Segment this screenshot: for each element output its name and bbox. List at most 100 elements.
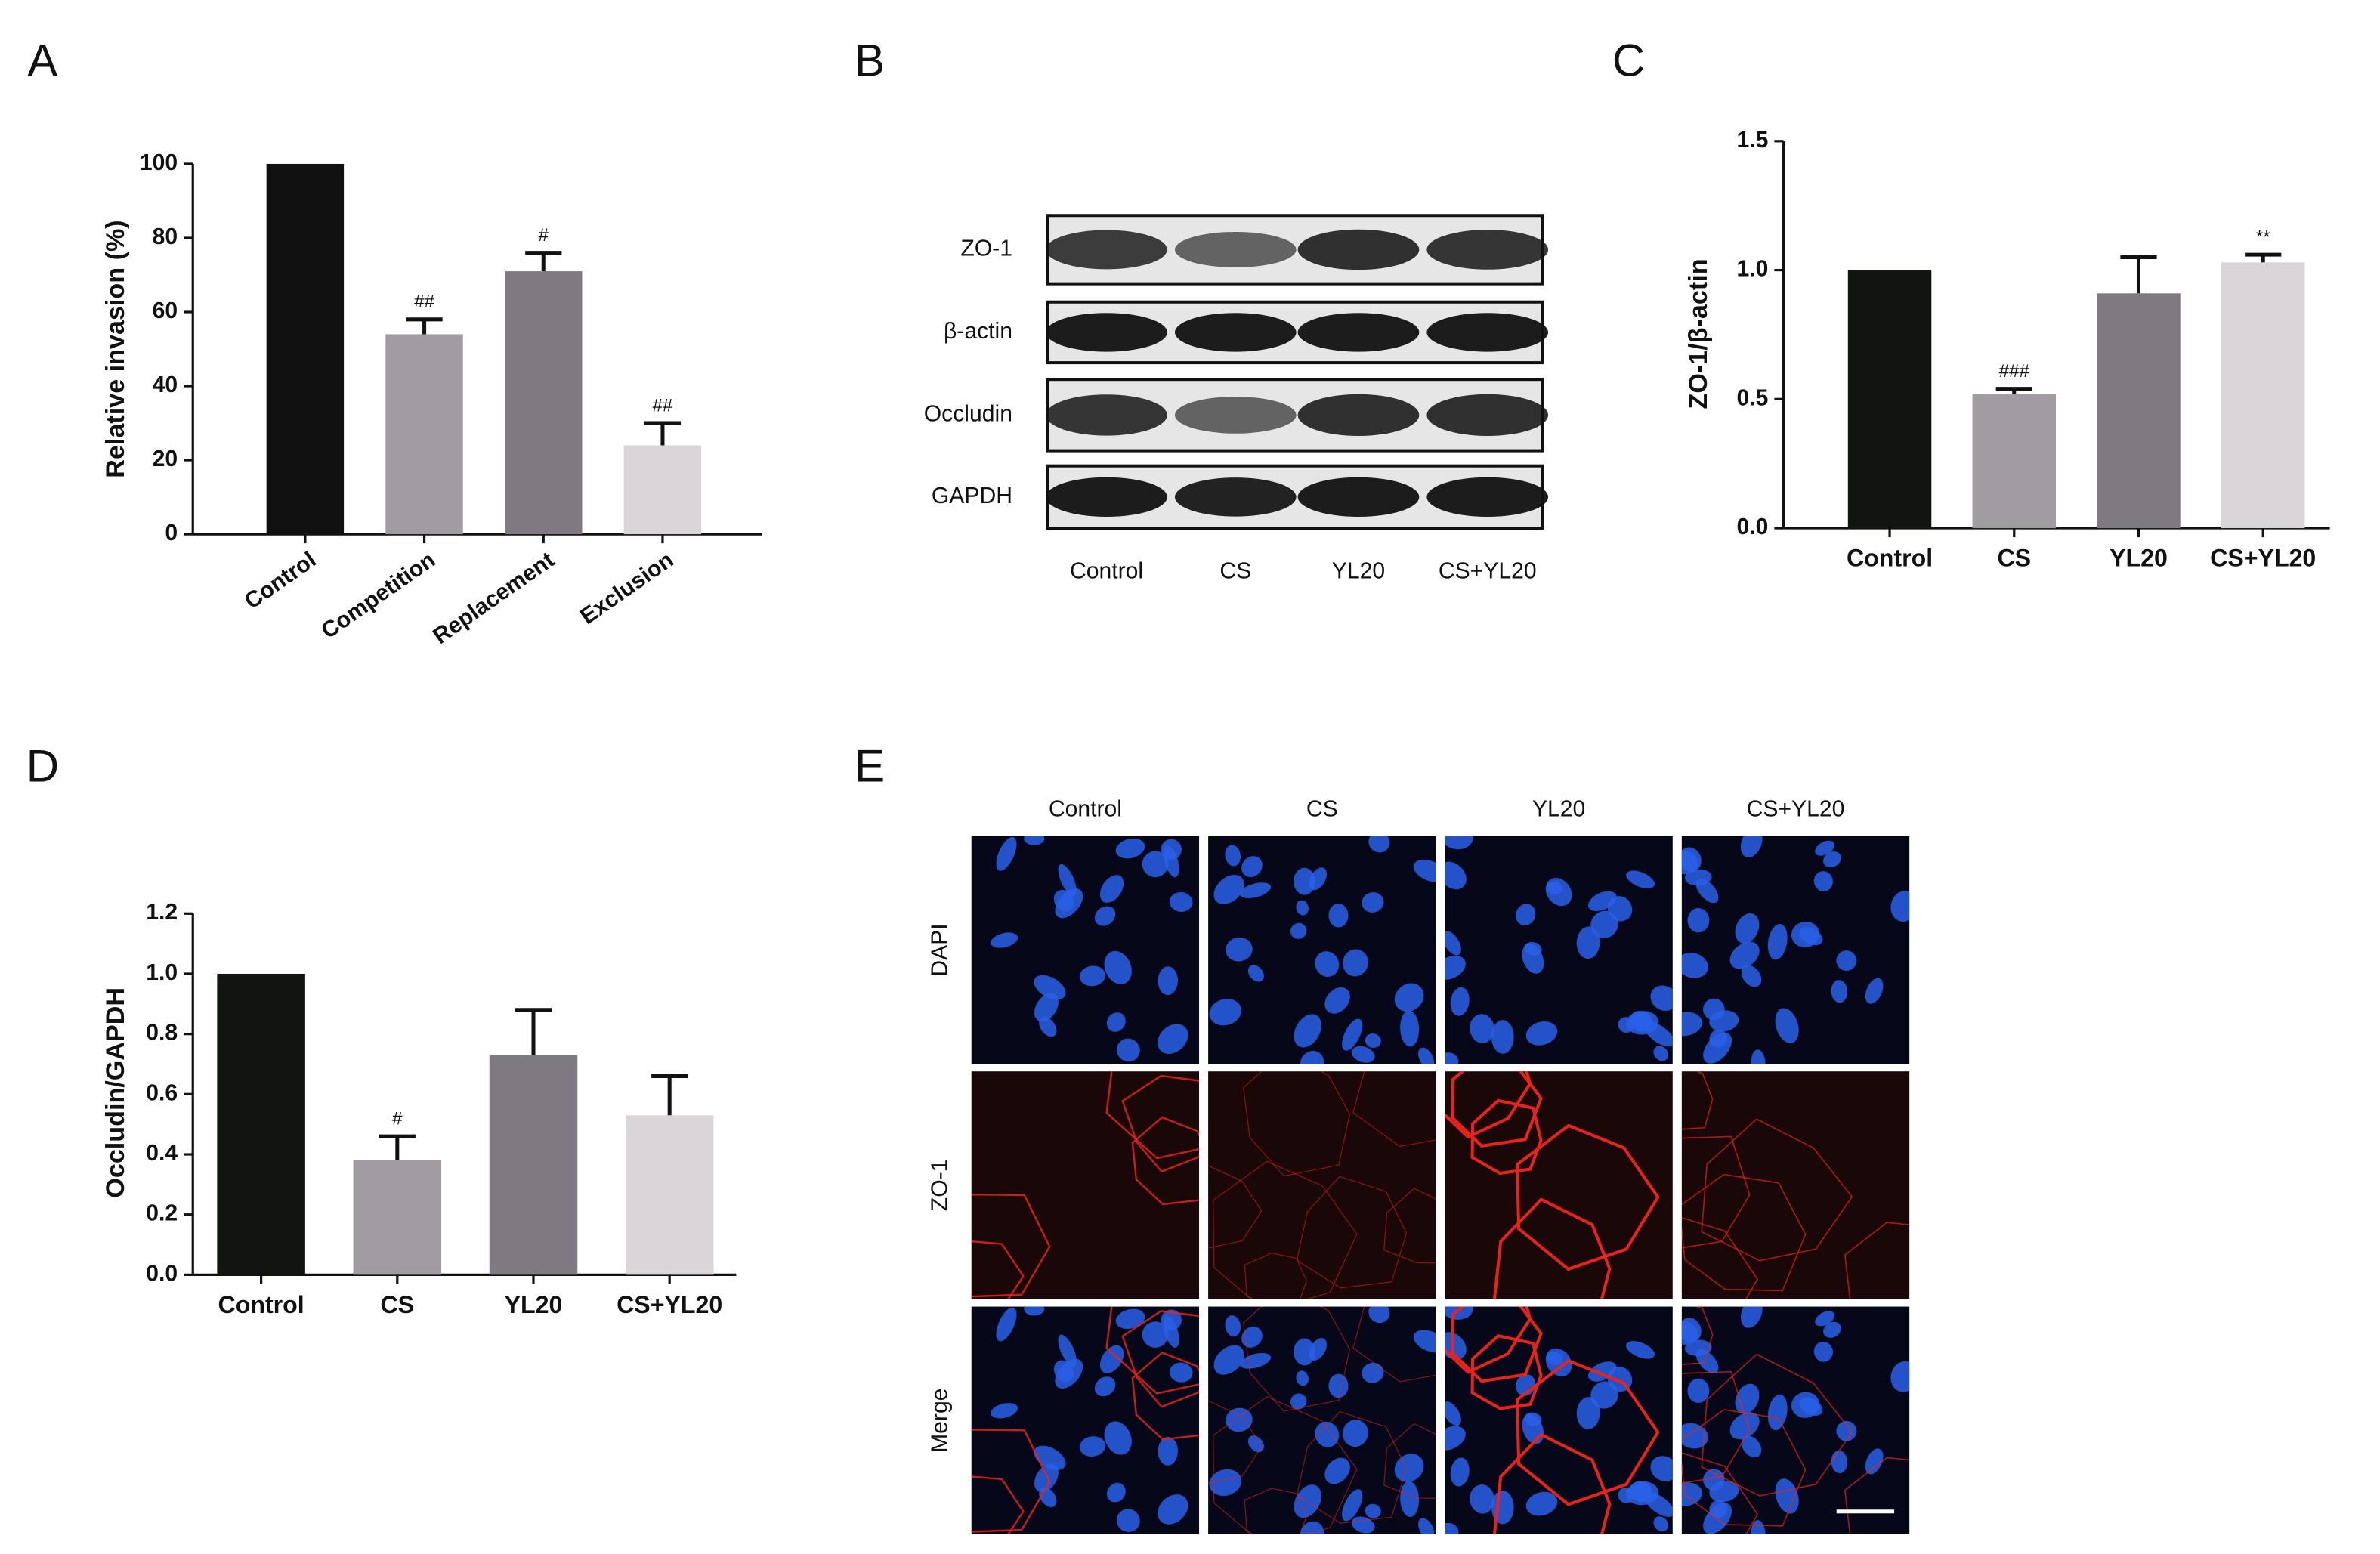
nucleus xyxy=(1034,1463,1059,1492)
nucleus xyxy=(1445,1522,1459,1534)
if-content xyxy=(971,1306,1200,1534)
bar xyxy=(266,163,345,535)
nucleus xyxy=(1618,1017,1634,1033)
nucleus xyxy=(1300,1051,1324,1064)
cell-junction xyxy=(1516,1358,1660,1506)
nucleus xyxy=(1058,864,1077,897)
nucleus xyxy=(1791,921,1820,948)
nucleus xyxy=(1687,1378,1710,1404)
nucleus xyxy=(1650,985,1673,1012)
nucleus xyxy=(1315,951,1340,977)
nucleus xyxy=(1343,949,1368,977)
blot-band xyxy=(1174,313,1297,352)
if-content xyxy=(1209,836,1436,1064)
nucleus xyxy=(1053,1360,1074,1383)
if-content xyxy=(1208,1306,1436,1534)
nucleus xyxy=(1294,867,1315,895)
if-column-label: YL20 xyxy=(1532,797,1585,822)
nucleus xyxy=(1142,851,1169,878)
nucleus xyxy=(1034,975,1066,1000)
cell-junction xyxy=(1131,1116,1200,1206)
nucleus xyxy=(1417,1047,1435,1064)
blot-row-label: GAPDH xyxy=(932,484,1012,508)
nucleus xyxy=(1163,845,1179,878)
nucleus xyxy=(1290,922,1307,939)
cell-junction xyxy=(1681,1409,1807,1527)
cell-junction xyxy=(1213,1395,1358,1534)
nucleus xyxy=(1400,1010,1420,1047)
nucleus xyxy=(1209,1469,1242,1497)
nucleus xyxy=(1650,1456,1673,1481)
bar xyxy=(2097,293,2181,529)
nucleus xyxy=(1163,1316,1179,1348)
y-tick-label: 0.5 xyxy=(1736,385,1768,410)
nucleus xyxy=(1352,1046,1375,1063)
bar xyxy=(1972,394,2057,529)
if-content xyxy=(1681,1071,1910,1299)
nucleus xyxy=(1522,944,1544,974)
nucleus xyxy=(996,836,1017,871)
significance-label: ### xyxy=(1999,361,2030,382)
nucleus xyxy=(1626,1341,1655,1359)
blot-lane-label: Control xyxy=(1070,558,1143,583)
if-content xyxy=(991,836,1193,1062)
nucleus xyxy=(1413,859,1436,882)
nucleus xyxy=(1115,838,1145,859)
nucleus xyxy=(1094,1376,1116,1397)
nucleus xyxy=(1684,1339,1712,1356)
blot-band xyxy=(1174,477,1297,517)
cell-junction xyxy=(1492,1432,1612,1534)
nucleus xyxy=(1735,1383,1760,1414)
cell-junction xyxy=(1383,1423,1436,1499)
nucleus xyxy=(1836,1420,1857,1441)
nucleus xyxy=(1053,889,1074,912)
x-tick-label: Control xyxy=(218,1291,304,1318)
nucleus xyxy=(1394,1454,1424,1482)
if-content xyxy=(1445,836,1673,1064)
nucleus xyxy=(1767,923,1788,960)
nucleus xyxy=(1681,953,1708,978)
nucleus xyxy=(1703,998,1725,1021)
cell-junction xyxy=(1844,1457,1910,1534)
nucleus xyxy=(1631,1481,1652,1502)
blot-band xyxy=(1297,229,1420,270)
bar xyxy=(623,445,702,535)
cell-junction xyxy=(1701,1118,1853,1262)
blot-lane-label: YL20 xyxy=(1332,558,1385,583)
nucleus xyxy=(1368,836,1390,853)
nucleus xyxy=(1034,993,1059,1022)
nucleus xyxy=(1775,1478,1799,1514)
nucleus xyxy=(1296,1370,1309,1386)
nucleus xyxy=(1247,965,1264,982)
nucleus xyxy=(1024,836,1045,845)
nucleus xyxy=(1445,955,1466,980)
x-tick-label: Control xyxy=(1847,545,1933,572)
nucleus xyxy=(1445,1052,1459,1064)
panel-label: A xyxy=(27,34,58,85)
y-tick-label: 0.0 xyxy=(146,1261,178,1286)
if-content xyxy=(1681,1306,1910,1534)
nucleus xyxy=(1343,1420,1368,1447)
nucleus xyxy=(1815,1311,1835,1327)
cell-junction xyxy=(1681,1216,1759,1299)
x-tick-label: YL20 xyxy=(2110,545,2168,572)
nucleus xyxy=(1158,966,1178,996)
nucleus xyxy=(1309,1337,1327,1361)
cell-junction xyxy=(1244,1488,1307,1534)
nucleus xyxy=(1741,965,1762,987)
cell-junction xyxy=(1121,1074,1200,1173)
y-axis-label: Relative invasion (%) xyxy=(101,220,130,477)
blot-band xyxy=(1297,394,1420,437)
cell-junction xyxy=(1105,1071,1200,1160)
panel-label: B xyxy=(855,34,885,85)
nucleus xyxy=(1545,878,1572,907)
nucleus xyxy=(1445,931,1461,956)
cell-junction xyxy=(1208,1400,1263,1484)
nucleus xyxy=(1653,1516,1669,1532)
cell-junction xyxy=(1844,1222,1910,1299)
blot-lane-label: CS xyxy=(1219,558,1251,583)
cell-junction xyxy=(1243,1306,1350,1412)
cell-junction xyxy=(971,1475,1025,1534)
nucleus xyxy=(1039,1016,1057,1037)
